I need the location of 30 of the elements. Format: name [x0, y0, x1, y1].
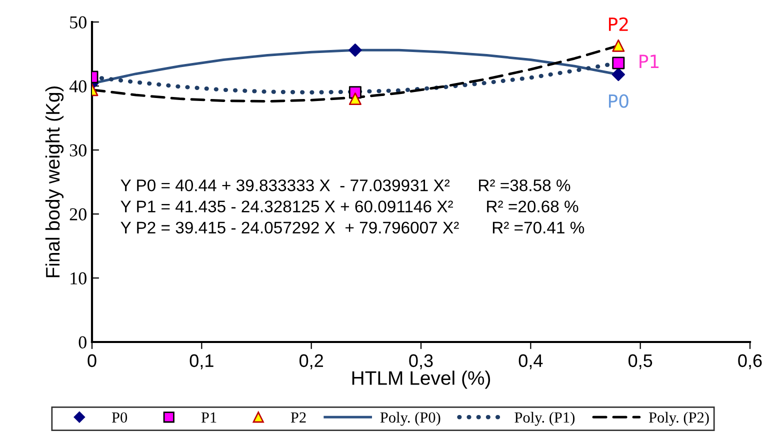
x-tick-label: 0,1: [190, 354, 214, 370]
y-tick-label: 0: [78, 336, 86, 348]
y-tick-label: 30: [70, 144, 86, 156]
annotation: P2: [608, 17, 628, 31]
x-tick-label: 0: [88, 354, 96, 368]
legend-label: P2: [290, 412, 306, 422]
legend-label: Poly. (P2): [648, 412, 709, 426]
y-tick-label: 10: [70, 272, 86, 284]
y-tick-label: 50: [70, 16, 86, 28]
y-axis-title: Final body weight (Kg): [45, 86, 64, 278]
y-tick-label: 40: [69, 80, 86, 92]
annotation: Y P0 = 40.44 + 39.833333 X - 77.039931 X² R² =38.58 %: [120, 179, 570, 192]
y-tick-label: 20: [70, 208, 86, 220]
x-tick-label: 0,5: [628, 354, 652, 370]
annotation: Y P2 = 39.415 - 24.057292 X + 79.796007 X² R² =70.41 %: [120, 222, 584, 234]
annotation: P0: [608, 94, 628, 108]
annotation: Y P1 = 41.435 - 24.328125 X + 60.091146 X² R² =20.68 %: [120, 200, 578, 212]
x-tick-label: 0,2: [299, 354, 323, 370]
legend-label: Poly. (P1): [514, 412, 575, 426]
legend-label: P1: [201, 412, 216, 422]
x-tick-label: 0,6: [738, 354, 762, 370]
legend-label: P0: [112, 412, 128, 423]
point: [612, 56, 625, 70]
x-tick-label: 0,4: [518, 354, 543, 370]
point: [612, 68, 625, 82]
x-axis-title: HTLM Level (%): [352, 370, 490, 389]
legend-label: Poly. (P0): [380, 412, 440, 426]
annotation: P1: [640, 54, 659, 68]
x-tick-label: 0,3: [409, 354, 433, 370]
point: [612, 39, 625, 52]
